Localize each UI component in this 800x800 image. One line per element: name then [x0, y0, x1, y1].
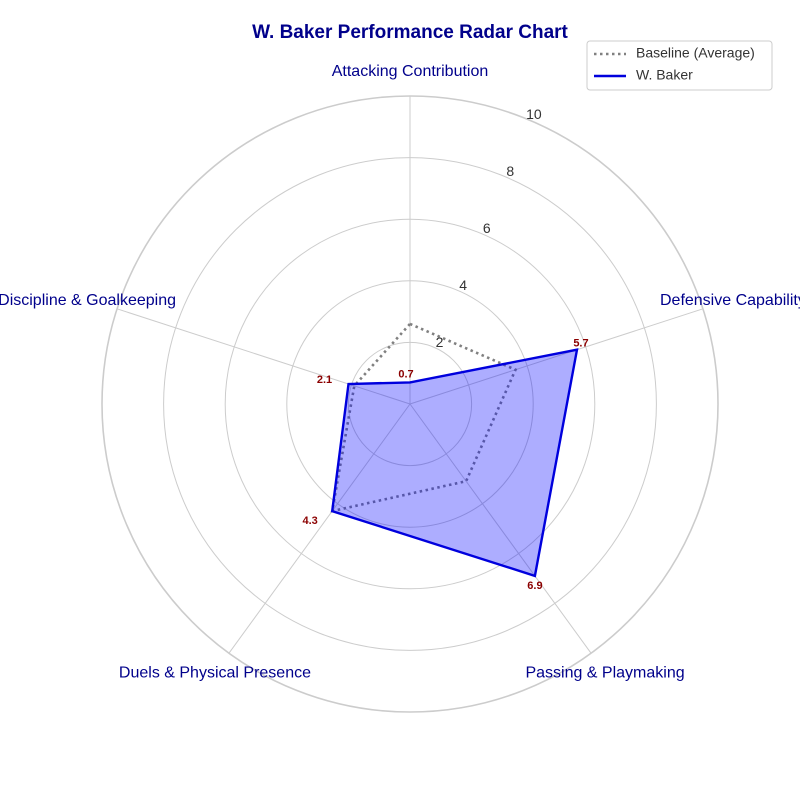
- category-label: Attacking Contribution: [332, 63, 489, 80]
- grid-spoke: [228, 403, 411, 654]
- r-tick-label: 4: [459, 277, 467, 293]
- data-label: 6.9: [527, 580, 542, 592]
- r-tick-label: 8: [506, 163, 514, 179]
- category-label: Defensive Capability: [660, 292, 800, 309]
- category-label: Passing & Playmaking: [525, 664, 684, 681]
- grid-spoke: [116, 308, 411, 405]
- data-label: 5.7: [573, 338, 588, 350]
- data-label: 4.3: [303, 515, 318, 527]
- radar-labels: 0.7 5.7 6.9 4.3 2.1 2 4 6 8 10 Attacking Contribut…: [0, 63, 800, 681]
- radar-series: [330, 322, 579, 578]
- r-tick-label: 10: [526, 106, 542, 122]
- legend: Baseline (Average) W. Baker: [586, 40, 773, 91]
- r-tick-label: 2: [436, 334, 444, 350]
- data-label: 0.7: [398, 368, 413, 380]
- legend-box: [586, 40, 773, 91]
- data-label: 2.1: [317, 374, 332, 386]
- grid-spoke: [409, 308, 704, 405]
- series-w-baker: [330, 348, 579, 578]
- chart-title: W. Baker Performance Radar Chart: [252, 22, 568, 43]
- radar-grid: [101, 95, 719, 713]
- category-label: Duels & Physical Presence: [119, 664, 311, 681]
- legend-entry: Baseline (Average): [636, 45, 755, 61]
- category-label: Discipline & Goalkeeping: [0, 292, 176, 309]
- grid-spoke: [409, 403, 592, 654]
- legend-entry: W. Baker: [636, 67, 693, 83]
- r-tick-label: 6: [483, 220, 491, 236]
